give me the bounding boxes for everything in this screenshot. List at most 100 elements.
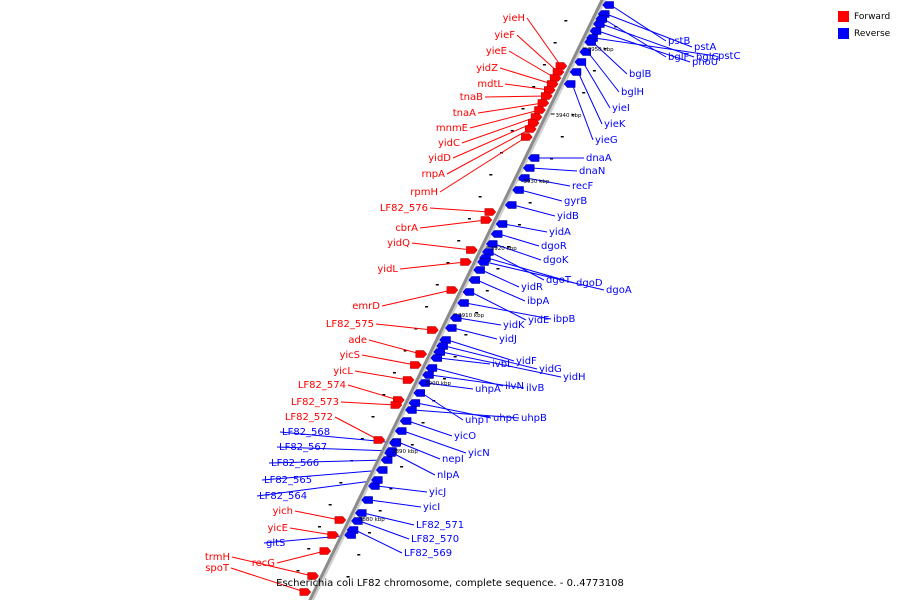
tick-label: 3950 kbp [588, 47, 614, 53]
gene-label: dgoA [606, 285, 632, 296]
label-line [392, 452, 436, 476]
forward-gene-feature [546, 80, 559, 88]
gene-label: tnaA [453, 108, 476, 119]
gene-label: dgoD [576, 278, 603, 289]
gene-label: LF82_571 [416, 520, 464, 531]
minor-tick [571, 114, 575, 116]
gene-label: ilvN [505, 381, 524, 392]
label-line [508, 50, 556, 79]
minor-tick [328, 504, 332, 506]
minor-tick [532, 86, 536, 88]
reverse-swatch [838, 28, 849, 39]
tick-label: 3940 kbp [556, 113, 582, 119]
minor-tick [317, 526, 321, 528]
reverse-gene-feature [354, 509, 367, 517]
label-line [276, 446, 394, 452]
label-line [447, 339, 515, 362]
label-line [520, 189, 563, 202]
reverse-gene-feature [445, 324, 457, 332]
reverse-gene-feature [408, 399, 421, 407]
minor-tick [425, 306, 429, 308]
reverse-gene-feature [457, 299, 469, 307]
forward-gene-feature [541, 92, 553, 100]
forward-gene-feature [415, 350, 428, 358]
label-line [516, 34, 559, 73]
gene-label: yicS [339, 350, 360, 361]
gene-label: LF82_575 [326, 319, 374, 330]
gene-label: ilvB [526, 383, 544, 394]
minor-tick [410, 444, 414, 446]
gene-label: trmH [205, 552, 230, 563]
forward-gene-feature [327, 531, 339, 539]
gene-label: mnmE [436, 123, 468, 134]
label-line [340, 401, 396, 406]
label-line [526, 177, 571, 187]
gene-label: yidB [557, 211, 579, 222]
reverse-gene-feature [574, 58, 587, 66]
label-line [369, 499, 422, 508]
gene-label: LF82_576 [380, 203, 428, 214]
label-line [513, 204, 556, 217]
reverse-gene-feature [422, 371, 434, 379]
label-line [399, 261, 466, 270]
gene-label: yidE [528, 315, 549, 326]
gene-label: yidJ [499, 334, 517, 345]
reverse-gene-feature [425, 364, 438, 372]
label-line [490, 251, 545, 281]
label-line [361, 354, 416, 366]
label-line [481, 269, 520, 288]
minor-tick [360, 438, 364, 440]
label-line [419, 219, 487, 229]
reverse-gene-feature [413, 389, 425, 397]
forward-gene-feature [466, 246, 478, 254]
gene-label: LF82_568 [282, 427, 330, 438]
gene-label: yidH [563, 372, 586, 383]
gene-label: yicN [468, 448, 490, 459]
forward-gene-feature [427, 326, 439, 334]
label-line [438, 357, 491, 365]
reverse-gene-feature [418, 379, 430, 387]
minor-tick [603, 48, 607, 50]
label-line [354, 529, 403, 554]
gene-features [299, 1, 614, 596]
gene-label: yidD [428, 153, 451, 164]
label-line [263, 534, 353, 544]
minor-tick [442, 378, 446, 380]
minor-tick [446, 262, 450, 264]
reverse-gene-feature [504, 201, 517, 209]
minor-tick [510, 130, 514, 132]
label-line [426, 382, 474, 390]
gene-label: yidA [549, 227, 571, 238]
label-line [446, 128, 531, 175]
label-line [413, 409, 520, 419]
forward-gene-feature [543, 86, 556, 94]
tick-label: 3890 kbp [392, 449, 418, 455]
reverse-gene-feature [569, 68, 582, 76]
label-line [354, 370, 409, 381]
gene-label: dnaN [579, 166, 605, 177]
minor-tick [475, 312, 479, 314]
gene-label: emrD [352, 301, 380, 312]
minor-tick [392, 372, 396, 374]
reverse-gene-feature [430, 354, 443, 362]
gene-label: LF82_574 [298, 380, 346, 391]
label-line [461, 116, 537, 144]
reverse-label: Reverse [854, 28, 891, 39]
forward-gene-feature [549, 74, 562, 82]
gene-label: yicJ [429, 487, 446, 498]
minor-tick [389, 488, 393, 490]
gene-label: uhpA [475, 384, 501, 395]
gene-label: dgoT [546, 275, 572, 286]
label-line [334, 416, 380, 441]
gene-label: yidQ [387, 238, 410, 249]
gene-label: pstB [668, 36, 690, 47]
label-line [231, 556, 313, 577]
legend: Forward Reverse [838, 9, 898, 43]
label-line [429, 207, 490, 213]
minor-tick [582, 92, 586, 94]
chromosome-backbone [308, 0, 604, 600]
legend-reverse: Reverse [838, 26, 898, 41]
label-line [592, 41, 628, 75]
map-caption: Escherichia coli LF82 chromosome, comple… [276, 578, 624, 589]
